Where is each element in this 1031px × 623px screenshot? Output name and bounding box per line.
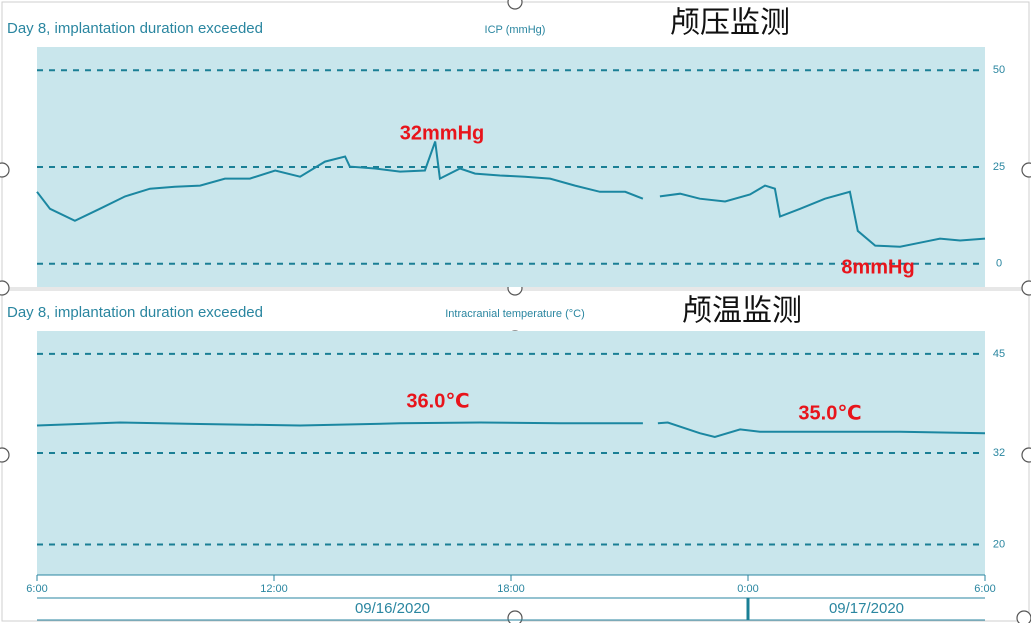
y-tick-label: 45: [993, 348, 1005, 360]
chart-title: ICP (mmHg): [485, 24, 546, 36]
x-tick-label: 6:00: [974, 583, 995, 595]
annotation: 32mmHg: [400, 122, 484, 144]
x-tick-label: 12:00: [260, 583, 288, 595]
data-line: [36, 141, 986, 248]
y-tick-label: 20: [993, 538, 1005, 550]
date-label: 09/17/2020: [829, 600, 904, 617]
overlay-title: 颅压监测: [670, 6, 790, 41]
x-tick-label: 6:00: [26, 583, 47, 595]
y-tick-label: 50: [993, 64, 1005, 76]
date-label: 09/16/2020: [355, 600, 430, 617]
annotation: 36.0℃: [406, 390, 469, 412]
y-tick-label: 32: [993, 447, 1005, 459]
y-tick-label: 0: [996, 258, 1002, 270]
x-tick-label: 0:00: [737, 583, 758, 595]
overlay-title: 颅温监测: [682, 294, 802, 329]
x-tick-label: 18:00: [497, 583, 525, 595]
annotation: 35.0℃: [798, 402, 861, 424]
annotation: 8mmHg: [841, 256, 914, 278]
status-text: Day 8, implantation duration exceeded: [7, 20, 263, 37]
data-line: [36, 421, 986, 439]
y-tick-label: 25: [993, 161, 1005, 173]
status-text: Day 8, implantation duration exceeded: [7, 304, 263, 321]
chart-title: Intracranial temperature (°C): [445, 308, 585, 320]
